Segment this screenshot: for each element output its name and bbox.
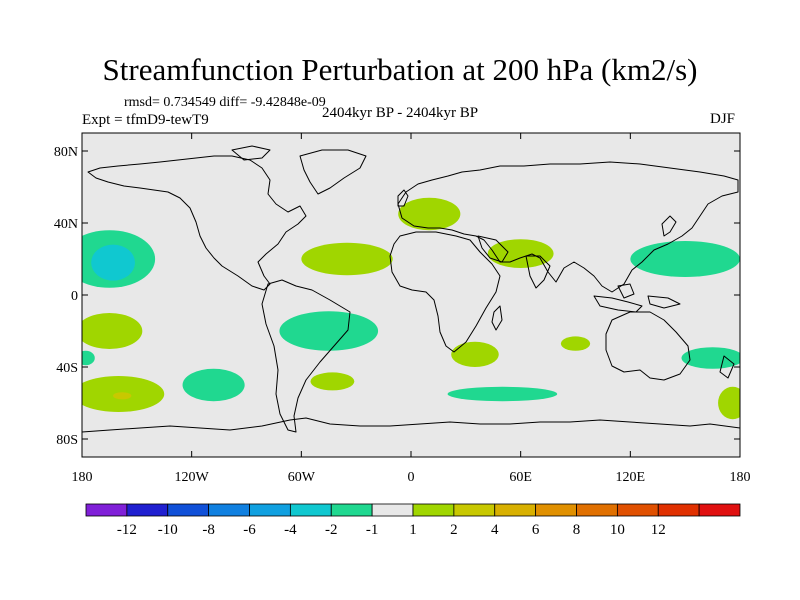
- stats-line: rmsd= 0.734549 diff= -9.42848e-09: [124, 95, 326, 110]
- anomaly-region: [182, 368, 245, 402]
- colorbar-swatch: [698, 503, 741, 517]
- coastline-borneo: [617, 283, 635, 299]
- colorbar: -12 -10 -8 -6 -4 -2 -1 1 2 4 6 8 10 12: [85, 503, 741, 538]
- coastline-eurasia: [397, 161, 739, 293]
- lat-label: 0: [71, 289, 78, 304]
- colorbar-swatch: [412, 503, 455, 517]
- period-label: 2404kyr BP - 2404kyr BP: [322, 105, 479, 121]
- colorbar-swatch: [289, 503, 332, 517]
- anomaly-region: [451, 341, 499, 367]
- anomaly-region: [91, 244, 136, 281]
- coastline-africa: [389, 231, 501, 353]
- colorbar-swatch: [616, 503, 659, 517]
- colorbar-label: 4: [491, 522, 499, 538]
- lat-label: 40S: [56, 361, 78, 376]
- colorbar-label: -6: [243, 522, 256, 538]
- coastline-india: [525, 255, 551, 289]
- coastline-madagascar: [491, 305, 503, 331]
- lon-label: 60E: [509, 470, 532, 485]
- coastlines: [82, 145, 740, 433]
- coastline-south-america: [261, 279, 351, 433]
- lat-label: 80N: [54, 145, 78, 160]
- coastline-antarctica: [82, 417, 740, 433]
- lon-label: 120E: [616, 470, 646, 485]
- lon-label: 180: [730, 470, 751, 485]
- colorbar-swatch: [126, 503, 169, 517]
- colorbar-label: 6: [532, 522, 540, 538]
- colorbar-label: 8: [573, 522, 581, 538]
- colorbar-swatch: [494, 503, 537, 517]
- coastline-north-america: [87, 155, 307, 291]
- anomaly-region: [82, 350, 95, 366]
- colorbar-swatch: [535, 503, 577, 517]
- axis-labels: 80N 40N 0 40S 80S 180 120W 60W 0 60E 120E 180: [54, 145, 751, 485]
- anomaly-region: [310, 372, 355, 391]
- coastline-indonesia: [593, 295, 643, 313]
- colorbar-label: 2: [450, 522, 458, 538]
- anomaly-region: [447, 386, 558, 402]
- colorbar-label: -4: [284, 522, 297, 538]
- colorbar-label: 10: [610, 522, 625, 538]
- colorbar-swatch: [371, 503, 414, 517]
- map-background: [82, 133, 740, 457]
- coastline-arctic-islands: [231, 145, 271, 161]
- plot-title: Streamfunction Perturbation at 200 hPa (…: [102, 52, 698, 87]
- lat-label: 80S: [56, 433, 78, 448]
- colorbar-swatch: [85, 503, 128, 517]
- colorbar-label: -12: [117, 522, 137, 538]
- coastline-japan: [661, 215, 677, 237]
- anomaly-region: [718, 386, 740, 420]
- colorbar-swatch: [657, 503, 700, 517]
- experiment-label: Expt = tfmD9-tewT9: [82, 112, 209, 128]
- anomaly-region: [113, 392, 132, 400]
- anomaly-layer: [82, 197, 740, 420]
- colorbar-swatch: [576, 503, 618, 517]
- coastline-australia: [605, 311, 691, 381]
- colorbar-swatch: [453, 503, 496, 517]
- season-label: DJF: [710, 111, 736, 127]
- colorbar-label: -2: [325, 522, 338, 538]
- anomaly-region: [560, 336, 591, 351]
- lat-label: 40N: [54, 217, 78, 232]
- coastline-new-zealand: [719, 355, 735, 379]
- anomaly-region: [82, 313, 143, 349]
- coastline-arabia: [477, 235, 509, 263]
- anomaly-region: [681, 347, 740, 369]
- colorbar-label: -1: [366, 522, 379, 538]
- anomaly-region: [301, 242, 393, 276]
- lon-label: 0: [408, 470, 415, 485]
- colorbar-swatch: [208, 503, 250, 517]
- anomaly-region: [279, 311, 379, 351]
- lon-label: 60W: [288, 470, 316, 485]
- colorbar-swatch: [330, 503, 373, 517]
- axis-ticks: [81, 133, 741, 457]
- colorbar-label: 12: [651, 522, 666, 538]
- coastline-uk: [397, 189, 409, 207]
- colorbar-swatch: [167, 503, 210, 517]
- colorbar-label: 1: [409, 522, 417, 538]
- coastline-new-guinea: [647, 295, 681, 309]
- colorbar-label: -10: [158, 522, 178, 538]
- anomaly-region: [398, 197, 461, 231]
- colorbar-label: -8: [202, 522, 215, 538]
- lon-label: 180: [72, 470, 93, 485]
- colorbar-swatch: [249, 503, 291, 517]
- lon-label: 120W: [175, 470, 210, 485]
- coastline-greenland: [299, 149, 367, 195]
- anomaly-region: [487, 239, 554, 268]
- anomaly-region: [630, 241, 740, 277]
